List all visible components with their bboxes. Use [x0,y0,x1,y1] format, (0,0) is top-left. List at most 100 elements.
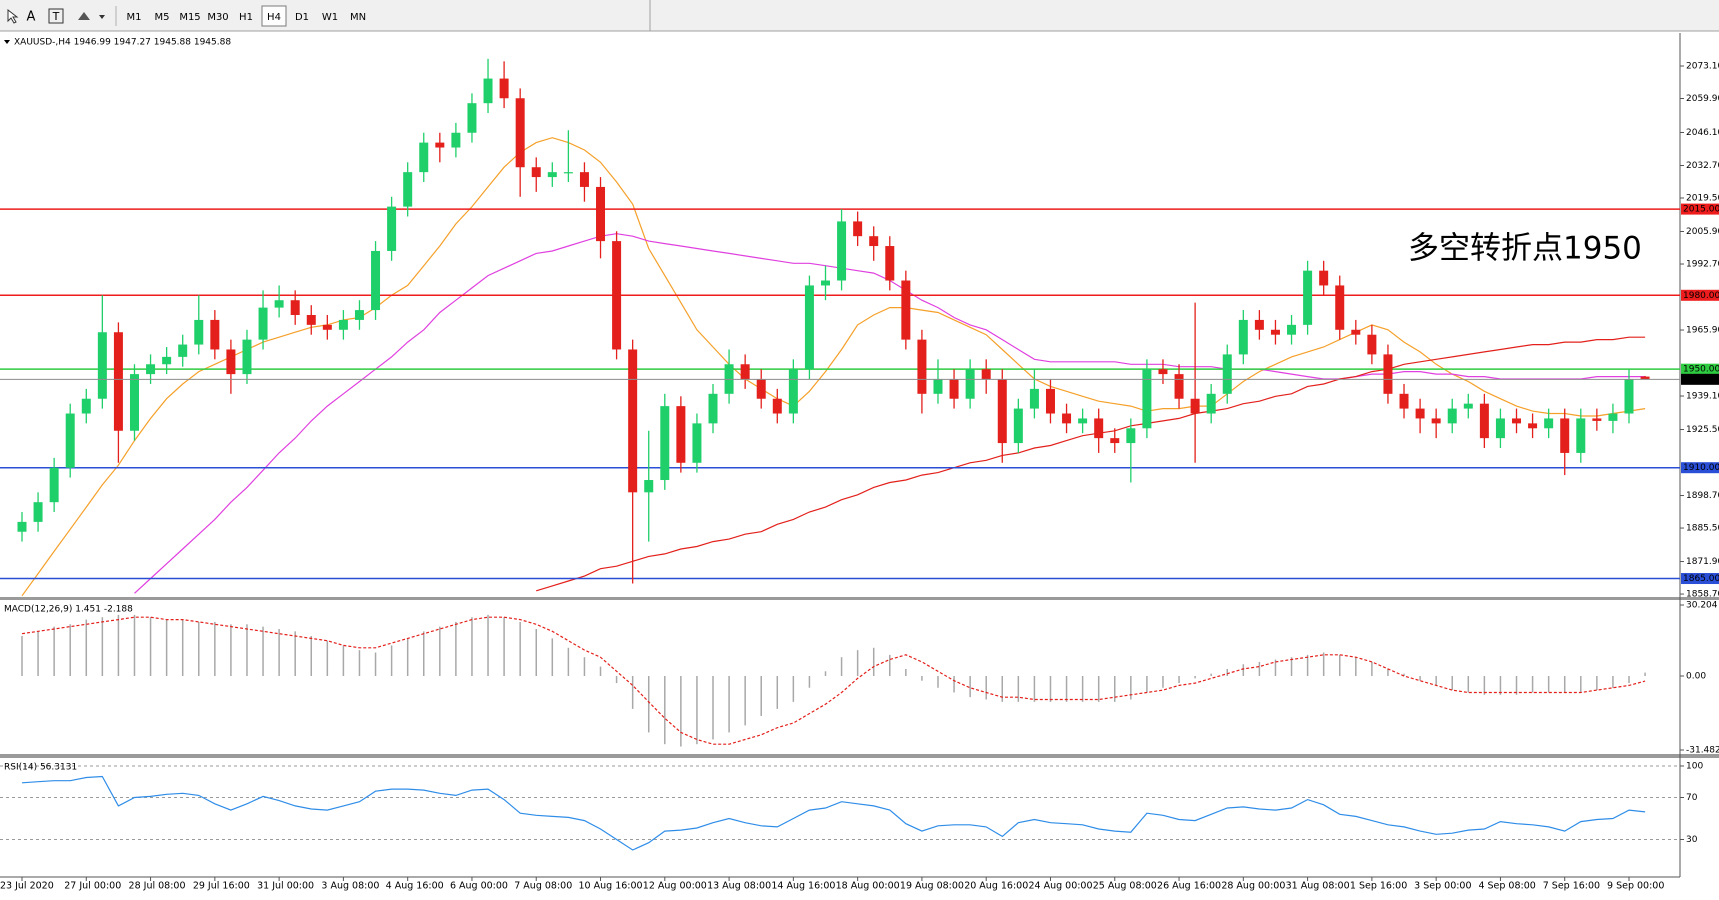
candle-body [1592,418,1602,421]
x-tick-label: 1 Sep 16:00 [1350,881,1407,892]
candle-body [1303,270,1313,325]
candle-body [1383,354,1393,394]
shapes-tool[interactable] [78,12,90,20]
y-tick-label: 1992.70 [1686,260,1719,270]
x-tick-label: 28 Jul 08:00 [129,881,186,892]
label-tool-box[interactable] [48,8,64,24]
x-tick-label: 26 Aug 16:00 [1157,881,1221,892]
candle-body [885,246,895,281]
panel-title: MACD(12,26,9) 1.451 -2.188 [4,605,133,615]
x-tick-label: 9 Sep 00:00 [1607,881,1664,892]
y-tick-label: 2059.90 [1686,94,1719,104]
level-label-box [1681,573,1719,585]
candle-body [547,172,557,178]
candle-body [1367,334,1377,355]
candle-body [1013,408,1023,444]
y-tick-label: 2073.10 [1686,62,1719,72]
candle-body [531,167,541,178]
candle-body [1190,398,1200,414]
timeframe-button[interactable]: M1 [127,12,142,23]
candle-body [1512,418,1522,424]
candle-body [483,78,493,104]
x-tick-label: 7 Sep 16:00 [1543,881,1600,892]
annotation: 多空转折点1950 [1408,231,1642,267]
candle-body [1158,369,1168,375]
candle-body [338,319,348,330]
y-tick-label: 1965.90 [1686,326,1719,336]
level-label: 1865.00 [1683,574,1719,584]
candle-body [65,413,75,468]
panel-title: XAUUSD-,H4 1946.99 1947.27 1945.88 1945.… [14,38,231,48]
cursor-icon[interactable] [7,8,19,24]
timeframe-button[interactable]: M15 [179,12,200,23]
candle-body [178,344,188,357]
y-tick-label: 1871.90 [1686,557,1719,567]
y-tick-label: 30 [1686,835,1698,845]
x-tick-label: 3 Aug 08:00 [321,881,379,892]
candle-body [129,374,139,431]
timeframe-button[interactable]: H1 [239,12,253,23]
candle-body [692,423,702,463]
timeframe-button[interactable]: H4 [267,12,281,23]
candle-body [933,379,943,394]
y-tick-label: 1925.50 [1686,425,1719,435]
panel-separator [0,597,1719,600]
level-label: 1910.00 [1683,463,1719,473]
last-price-box [1681,373,1719,385]
candle-body [740,364,750,380]
candle-body [1399,393,1409,409]
timeframe-button[interactable]: D1 [295,12,309,23]
candle-body [1351,329,1361,335]
candle-body [1576,418,1586,453]
candle-body [676,406,686,463]
level-label-box [1681,462,1719,474]
moving-average [536,336,1646,592]
candle-body [1078,418,1088,424]
candle-body [467,103,477,133]
candle-body [756,379,766,399]
timeframe-button[interactable]: MN [350,12,366,23]
candle-body [1479,403,1489,439]
candle-body [1415,408,1425,419]
timeframe-button[interactable]: M5 [155,12,170,23]
x-tick-label: 19 Aug 08:00 [900,881,964,892]
candle-body [1222,354,1232,394]
candle-body [1254,319,1264,330]
timeframe-button[interactable]: W1 [322,12,338,23]
toolbar: A T [0,0,1719,32]
x-tick-label: 25 Aug 08:00 [1093,881,1157,892]
candle-body [17,521,27,532]
y-tick-label: 30.204 [1686,600,1718,610]
symbol-menu-arrow [4,40,10,44]
y-tick-label: 0.00 [1686,672,1706,682]
label-tool[interactable]: T [52,10,60,23]
toolbar-bg [0,0,1719,31]
candle-body [1270,329,1280,335]
active-timeframe[interactable] [261,5,287,27]
timeframe-button[interactable]: M30 [207,12,228,23]
candle-body [162,356,172,365]
candle-body [628,349,638,493]
candle-body [917,339,927,394]
candle-body [1624,379,1634,414]
x-tick-label: 29 Jul 16:00 [193,881,250,892]
candle-body [258,307,268,340]
candle-body [1528,423,1538,429]
text-tool[interactable]: A [27,10,36,25]
candle-body [1463,403,1473,409]
candle-body [660,406,670,481]
candle-body [113,332,123,431]
y-tick-label: 1898.70 [1686,491,1719,501]
candle-body [772,398,782,414]
candle-body [1319,270,1329,286]
level-label: 1980.00 [1683,291,1719,301]
candle-body [644,480,654,493]
dropdown-arrow[interactable] [99,15,105,19]
x-tick-label: 31 Jul 00:00 [257,881,314,892]
level-label-box [1681,289,1719,301]
y-tick-label: 2019.50 [1686,194,1719,204]
x-tick-label: 4 Aug 16:00 [386,881,444,892]
x-tick-label: 23 Jul 2020 [0,881,54,892]
candle-body [1126,428,1136,444]
candle-body [1029,388,1039,409]
